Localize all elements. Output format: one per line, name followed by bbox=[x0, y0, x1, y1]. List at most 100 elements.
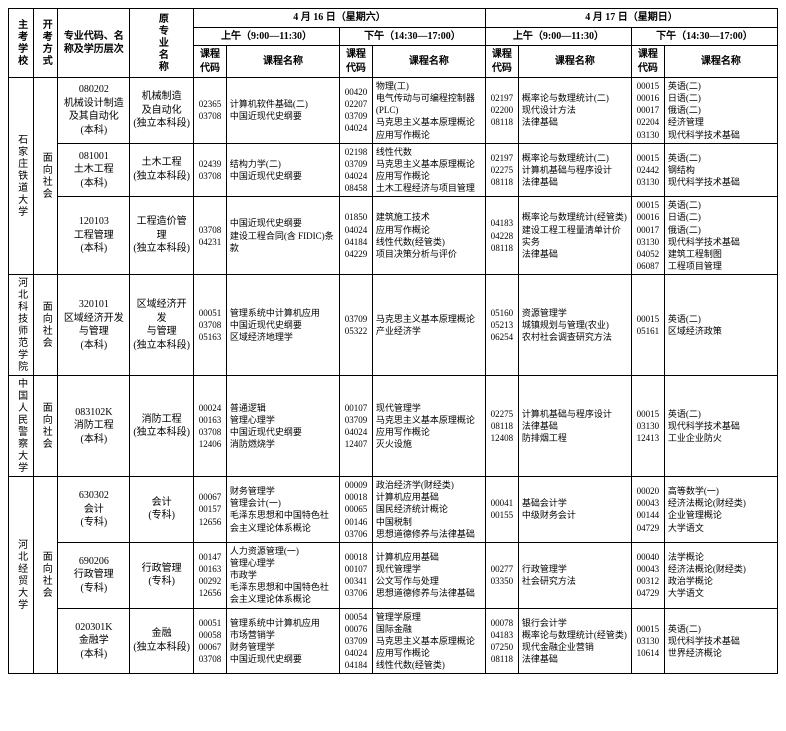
cell: 行政管理(专科) bbox=[130, 542, 194, 608]
hdr-name: 课程名称 bbox=[664, 46, 777, 78]
cell: 管理系统中计算机应用市场营销学财务管理学中国近现代史纲要 bbox=[226, 608, 339, 674]
cell: 081001土木工程(本科) bbox=[58, 143, 130, 197]
hdr-d2-am: 上午（9:00—11:30） bbox=[485, 27, 631, 46]
cell: 结构力学(二)中国近现代史纲要 bbox=[226, 143, 339, 197]
cell: 银行会计学概率论与数理统计(经管类)现代金融企业营销法律基础 bbox=[518, 608, 631, 674]
table-row: 081001土木工程(本科)土木工程(独立本科段)0243903708结构力学(… bbox=[9, 143, 778, 197]
table-row: 690206行政管理(专科)行政管理(专科)001470016300292126… bbox=[9, 542, 778, 608]
school-cell: 石家庄铁道大学 bbox=[9, 78, 34, 275]
method-cell: 面向社会 bbox=[33, 78, 58, 275]
table-row: 020301K金融学(本科)金融(独立本科段)00051000580006703… bbox=[9, 608, 778, 674]
cell: 0370905322 bbox=[340, 275, 373, 376]
cell: 021970220008118 bbox=[485, 78, 518, 144]
cell: 概率论与数理统计(二)计算机基础与程序设计法律基础 bbox=[518, 143, 631, 197]
cell: 021970227508118 bbox=[485, 143, 518, 197]
cell: 000670015712656 bbox=[194, 477, 227, 543]
hdr-code: 课程代码 bbox=[631, 46, 664, 78]
hdr-d1-am: 上午（9:00—11:30） bbox=[194, 27, 340, 46]
cell: 英语(二)日语(二)俄语(二)现代科学技术基础建筑工程制图工程项目管理 bbox=[664, 197, 777, 275]
cell: 0000900018000650014603706 bbox=[340, 477, 373, 543]
cell: 0001505161 bbox=[631, 275, 664, 376]
cell: 英语(二)现代科学技术基础世界经济概论 bbox=[664, 608, 777, 674]
hdr-orig: 原专业名称 bbox=[130, 9, 194, 78]
hdr-name: 课程名称 bbox=[518, 46, 631, 78]
cell: 000150001600017031300405206087 bbox=[631, 197, 664, 275]
cell: 01850040240418404229 bbox=[340, 197, 373, 275]
cell: 高等数学(一)经济法概论(财经类)企业管理概论大学语文 bbox=[664, 477, 777, 543]
table-row: 石家庄铁道大学面向社会080202机械设计制造及其自动化(本科)机械制造及自动化… bbox=[9, 78, 778, 144]
cell: 机械制造及自动化(独立本科段) bbox=[130, 78, 194, 144]
table-row: 120103工程管理(本科)工程造价管理(独立本科段)0370804231中国近… bbox=[9, 197, 778, 275]
cell: 00040000430031204729 bbox=[631, 542, 664, 608]
hdr-d2-pm: 下午（14:30—17:00） bbox=[631, 27, 777, 46]
cell: 0005400076037090402404184 bbox=[340, 608, 373, 674]
cell: 00024001630370812406 bbox=[194, 376, 227, 477]
cell: 区域经济开发与管理(独立本科段) bbox=[130, 275, 194, 376]
cell: 计算机应用基础现代管理学公文写作与处理思想道德修养与法律基础 bbox=[372, 542, 485, 608]
cell: 690206行政管理(专科) bbox=[58, 542, 130, 608]
cell: 普通逻辑管理心理学中国近现代史纲要消防燃烧学 bbox=[226, 376, 339, 477]
cell: 0004100155 bbox=[485, 477, 518, 543]
cell: 英语(二)日语(二)俄语(二)经济管理现代科学技术基础 bbox=[664, 78, 777, 144]
table-row: 中国人民警察大学面向社会083102K消防工程(本科)消防工程(独立本科段)00… bbox=[9, 376, 778, 477]
table-row: 河北科技师范学院面向社会320101区域经济开发与管理(本科)区域经济开发与管理… bbox=[9, 275, 778, 376]
cell: 概率论与数理统计(经管类)建设工程工程量清单计价实务法律基础 bbox=[518, 197, 631, 275]
cell: 法学概论经济法概论(财经类)政治学概论大学语文 bbox=[664, 542, 777, 608]
cell: 0370804231 bbox=[194, 197, 227, 275]
hdr-code: 课程代码 bbox=[340, 46, 373, 78]
cell: 建筑施工技术应用写作概论线性代数(经管类)项目决策分析与评价 bbox=[372, 197, 485, 275]
cell: 物理(工)电气传动与可编程控制器(PLC)马克思主义基本原理概论应用写作概论 bbox=[372, 78, 485, 144]
cell: 051600521306254 bbox=[485, 275, 518, 376]
cell: 320101区域经济开发与管理(本科) bbox=[58, 275, 130, 376]
cell: 0236503708 bbox=[194, 78, 227, 144]
cell: 现代管理学马克思主义基本原理概论应用写作概论灭火设施 bbox=[372, 376, 485, 477]
hdr-code: 课程代码 bbox=[485, 46, 518, 78]
cell: 英语(二)区域经济政策 bbox=[664, 275, 777, 376]
cell: 020301K金融学(本科) bbox=[58, 608, 130, 674]
method-cell: 面向社会 bbox=[33, 376, 58, 477]
school-cell: 河北科技师范学院 bbox=[9, 275, 34, 376]
cell: 02198037090402408458 bbox=[340, 143, 373, 197]
cell: 041830422808118 bbox=[485, 197, 518, 275]
method-cell: 面向社会 bbox=[33, 477, 58, 674]
cell: 0243903708 bbox=[194, 143, 227, 197]
cell: 中国近现代史纲要建设工程合同(含 FIDIC)条款 bbox=[226, 197, 339, 275]
cell: 00420022070370904024 bbox=[340, 78, 373, 144]
cell: 行政管理学社会研究方法 bbox=[518, 542, 631, 608]
cell: 概率论与数理统计(二)现代设计方法法律基础 bbox=[518, 78, 631, 144]
hdr-name: 课程名称 bbox=[372, 46, 485, 78]
hdr-d1-pm: 下午（14:30—17:00） bbox=[340, 27, 486, 46]
cell: 000150313010614 bbox=[631, 608, 664, 674]
cell: 630302会计(专科) bbox=[58, 477, 130, 543]
hdr-school: 主考学校 bbox=[9, 9, 34, 78]
cell: 00051000580006703708 bbox=[194, 608, 227, 674]
school-cell: 河北经贸大学 bbox=[9, 477, 34, 674]
cell: 022750811812408 bbox=[485, 376, 518, 477]
cell: 080202机械设计制造及其自动化(本科) bbox=[58, 78, 130, 144]
cell: 管理学原理国际金融马克思主义基本原理概论应用写作概论线性代数(经管类) bbox=[372, 608, 485, 674]
cell: 管理系统中计算机应用中国近现代史纲要区域经济地理学 bbox=[226, 275, 339, 376]
hdr-major: 专业代码、名称及学历层次 bbox=[58, 9, 130, 78]
table-row: 河北经贸大学面向社会630302会计(专科)会计(专科)000670015712… bbox=[9, 477, 778, 543]
cell: 0001500016000170220403130 bbox=[631, 78, 664, 144]
cell: 消防工程(独立本科段) bbox=[130, 376, 194, 477]
cell: 00107037090402412407 bbox=[340, 376, 373, 477]
cell: 00018001070034103706 bbox=[340, 542, 373, 608]
cell: 000150313012413 bbox=[631, 376, 664, 477]
exam-schedule-table: 主考学校 开考方式 专业代码、名称及学历层次 原专业名称 4 月 16 日（星期… bbox=[8, 8, 778, 674]
hdr-method: 开考方式 bbox=[33, 9, 58, 78]
method-cell: 面向社会 bbox=[33, 275, 58, 376]
cell: 英语(二)现代科学技术基础工业企业防火 bbox=[664, 376, 777, 477]
hdr-day1: 4 月 16 日（星期六） bbox=[194, 9, 486, 28]
cell: 马克思主义基本原理概论产业经济学 bbox=[372, 275, 485, 376]
cell: 00147001630029212656 bbox=[194, 542, 227, 608]
hdr-code: 课程代码 bbox=[194, 46, 227, 78]
cell: 财务管理学管理会计(一)毛泽东思想和中国特色社会主义理论体系概论 bbox=[226, 477, 339, 543]
cell: 金融(独立本科段) bbox=[130, 608, 194, 674]
cell: 英语(二)钢结构现代科学技术基础 bbox=[664, 143, 777, 197]
cell: 00020000430014404729 bbox=[631, 477, 664, 543]
cell: 政治经济学(财经类)计算机应用基础国民经济统计概论中国税制思想道德修养与法律基础 bbox=[372, 477, 485, 543]
cell: 00078041830725008118 bbox=[485, 608, 518, 674]
cell: 000510370805163 bbox=[194, 275, 227, 376]
cell: 基础会计学中级财务会计 bbox=[518, 477, 631, 543]
